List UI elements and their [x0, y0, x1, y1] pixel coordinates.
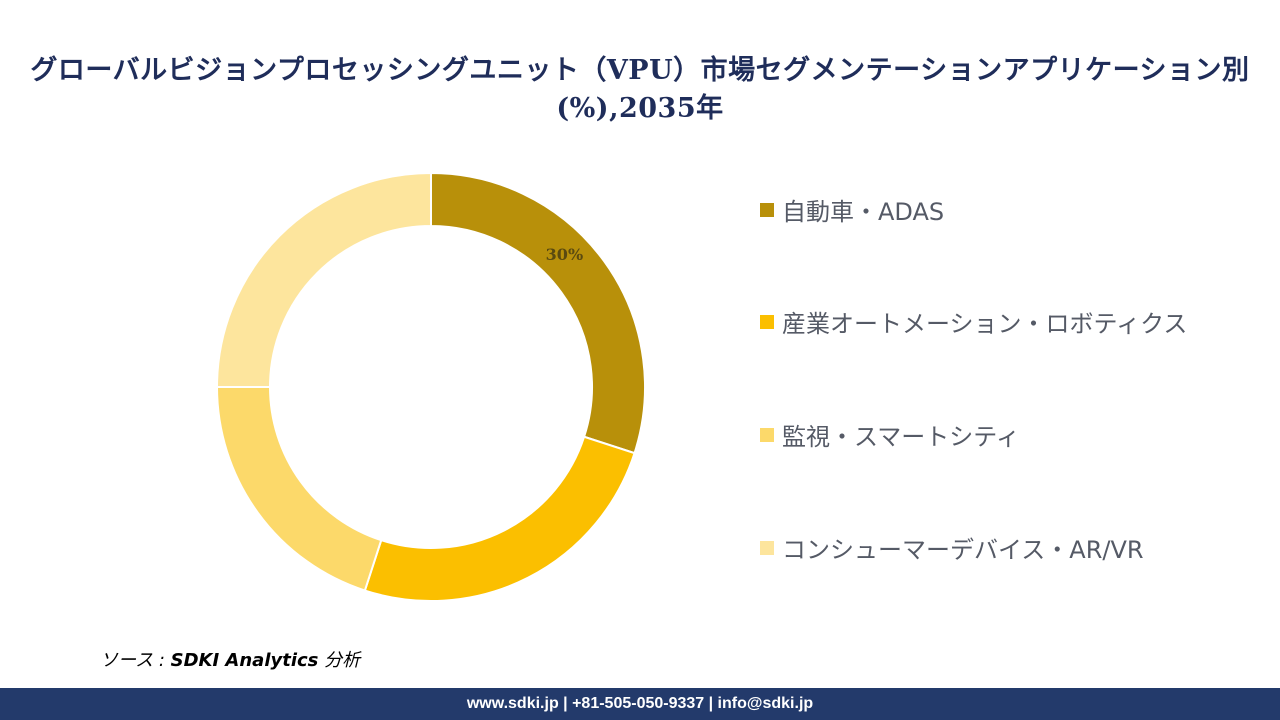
legend-swatch	[760, 427, 774, 442]
legend-item-2: 産業オートメーション・ロボティクス	[760, 304, 1187, 339]
donut-slice-2	[363, 435, 636, 602]
donut-slice-3	[215, 386, 383, 592]
data-label-1: 30%	[546, 245, 583, 264]
source-name: SDKI Analytics	[170, 650, 319, 671]
legend-item-3: 監視・スマートシティ	[760, 417, 1020, 452]
source-suffix: 分析	[318, 650, 361, 671]
legend-label: 自動車・ADAS	[782, 198, 945, 226]
donut-slice-1	[430, 171, 646, 455]
legend-label: 産業オートメーション・ロボティクス	[782, 310, 1188, 338]
source-note: ソース : SDKI Analytics 分析	[100, 646, 360, 672]
legend-swatch	[760, 202, 774, 217]
legend-item-1: 自動車・ADAS	[760, 192, 944, 227]
source-prefix: ソース :	[100, 650, 171, 671]
legend-label: コンシューマーデバイス・AR/VR	[782, 536, 1144, 564]
donut-slice-4	[215, 171, 432, 388]
legend-swatch	[760, 540, 774, 555]
legend-swatch	[760, 314, 774, 329]
donut-chart-svg: 30%	[215, 171, 646, 602]
footer-contact: www.sdki.jp | +81-505-050-9337 | info@sd…	[466, 695, 814, 712]
chart-title: グローバルビジョンプロセッシングユニット（VPU）市場セグメンテーションアプリケ…	[30, 55, 1250, 124]
legend-label: 監視・スマートシティ	[782, 423, 1020, 451]
legend-item-4: コンシューマーデバイス・AR/VR	[760, 530, 1144, 565]
footer-bar: www.sdki.jp | +81-505-050-9337 | info@sd…	[0, 688, 1280, 720]
donut-chart: 30%	[200, 160, 660, 620]
